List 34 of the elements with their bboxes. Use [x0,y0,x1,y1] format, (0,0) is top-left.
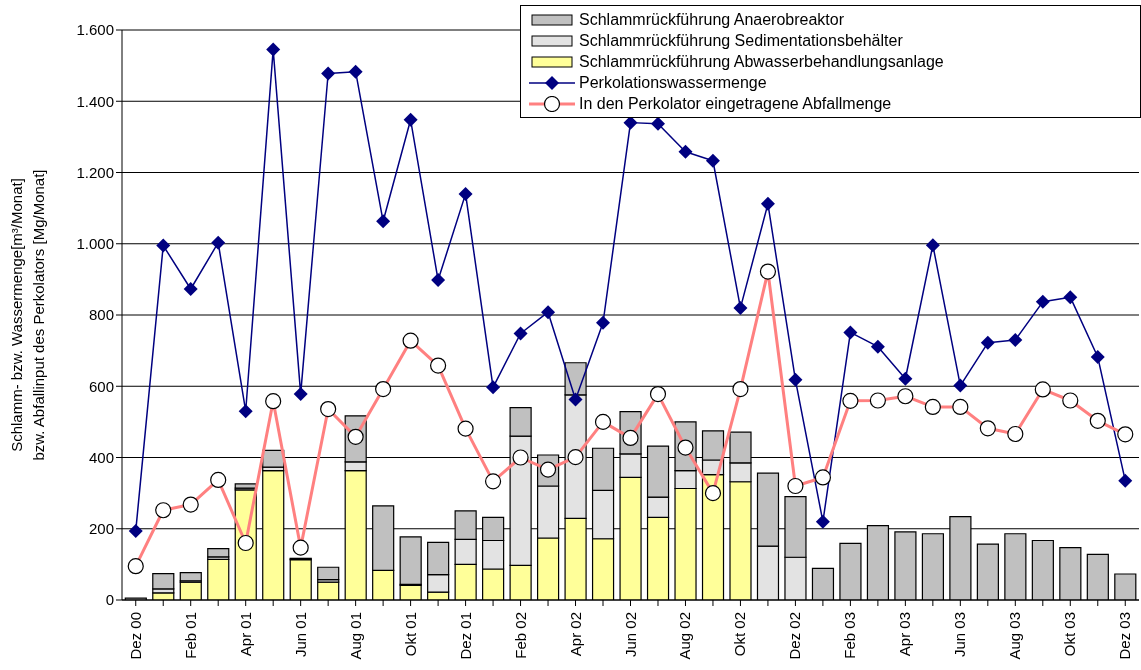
y-tick-label: 1.000 [76,235,114,253]
x-tick-label: Okt 03 [1061,612,1079,657]
y-tick-label: 1.200 [76,163,114,181]
x-tick-label: Jun 02 [621,612,639,658]
y-tick-label: 600 [88,377,114,395]
x-tick-label: Apr 03 [896,612,914,657]
x-tick-label: Dez 00 [126,612,144,660]
x-tick-label: Dez 01 [456,612,474,660]
x-tick-label: Aug 03 [1006,612,1024,660]
legend-label: In den Perkolator eingetragene Abfallmenge [579,94,892,113]
x-tick-label: Okt 01 [401,612,419,657]
x-tick-label: Jun 03 [951,612,969,658]
x-tick-label: Jun 01 [291,612,309,658]
legend-label: Schlammrückführung Anaerobreaktor [579,10,845,29]
y-tick-label: 800 [88,306,114,324]
x-tick-label: Aug 02 [676,612,694,660]
legend-label: Perkolationswassermenge [579,73,767,92]
x-tick-label: Feb 03 [841,612,859,659]
x-tick-label: Feb 02 [511,612,529,659]
y-axis-title: Schlamm- bzw. Wassermenge[m³/Monat] bzw. Abfallinput des Perkolators [Mg/Monat] [8,169,47,461]
y-tick-label: 1.600 [76,21,114,39]
y-tick-label: 200 [88,520,114,538]
x-tick-label: Dez 02 [786,612,804,660]
x-tick-label: Dez 03 [1116,612,1134,660]
x-tick-label: Okt 02 [731,612,749,657]
y-tick-label: 400 [88,448,114,466]
x-tick-label: Aug 01 [346,612,364,660]
y-tick-label: 1.400 [76,92,114,110]
x-tick-label: Apr 01 [236,612,254,657]
x-tick-label: Feb 01 [181,612,199,659]
legend-label: Schlammrückführung Sedimentationsbehälter [579,31,903,50]
y-tick-label: 0 [105,591,114,609]
x-tick-label: Apr 02 [566,612,584,657]
legend-label: Schlammrückführung Abwasserbehandlungsanlage [579,52,944,71]
